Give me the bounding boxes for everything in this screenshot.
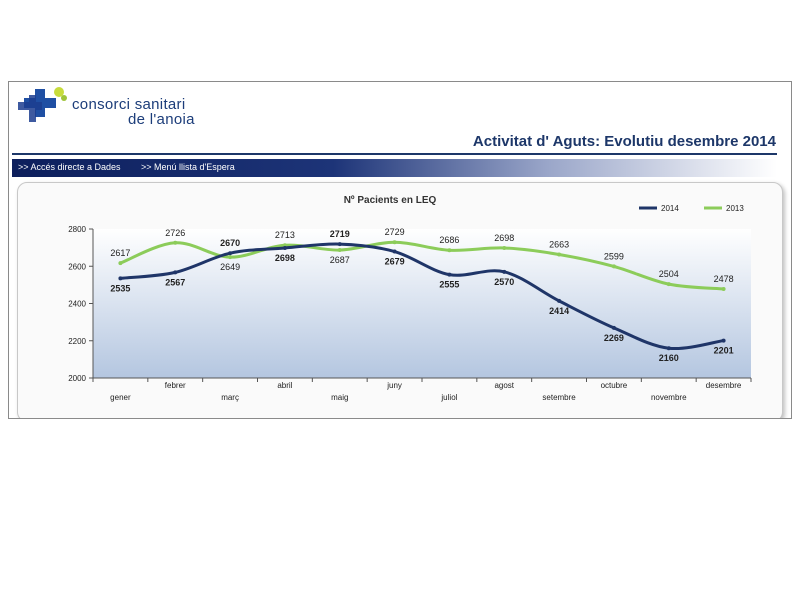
x-tick-label: juny: [386, 381, 402, 390]
data-label-2014: 2698: [275, 253, 295, 263]
data-label-2014: 2570: [494, 277, 514, 287]
data-point-2014: [228, 251, 233, 256]
data-point-2013: [282, 243, 287, 248]
data-label-2014: 2160: [659, 353, 679, 363]
legend-label-2014: 2014: [661, 204, 679, 213]
x-tick-label: febrer: [165, 381, 186, 390]
x-tick-label: gener: [110, 393, 131, 402]
chart-panel: Nº Pacients en LEQ 2014 2013 2000 2200 2400…: [17, 182, 783, 418]
data-point-2014: [337, 242, 342, 247]
data-point-2014: [118, 276, 123, 281]
x-tick-label: octubre: [601, 381, 628, 390]
x-tick-label: juliol: [440, 393, 457, 402]
x-tick-label: maig: [331, 393, 348, 402]
data-point-2013: [228, 255, 233, 260]
data-label-2013: 2649: [220, 262, 240, 272]
data-label-2013: 2726: [165, 228, 185, 238]
data-point-2014: [282, 245, 287, 250]
data-label-2014: 2670: [220, 238, 240, 248]
y-tick-label: 2200: [68, 337, 86, 346]
nav-link-llista-espera[interactable]: >> Menú llista d'Espera: [141, 162, 235, 172]
data-point-2013: [118, 261, 123, 266]
legend-label-2013: 2013: [726, 204, 744, 213]
y-tick-label: 2600: [68, 262, 86, 271]
plot-area: [93, 229, 751, 378]
report-frame: consorci sanitari de l'anoia Activitat d…: [8, 81, 792, 419]
data-point-2013: [666, 282, 671, 287]
x-tick-label: novembre: [651, 393, 687, 402]
data-label-2013: 2687: [330, 255, 350, 265]
data-point-2014: [447, 272, 452, 277]
data-point-2013: [611, 264, 616, 269]
data-label-2014: 2679: [385, 257, 405, 267]
series-line-2014: [120, 242, 724, 351]
data-label-2013: 2663: [549, 240, 569, 250]
data-point-2013: [392, 240, 397, 245]
axes: 2000 2200 2400 2600 2800 gener febrer març abril…: [68, 225, 752, 402]
data-label-2014: 2567: [165, 277, 185, 287]
data-point-2013: [502, 245, 507, 250]
data-label-2013: 2729: [385, 227, 405, 237]
data-point-2014: [502, 269, 507, 274]
data-point-2014: [721, 338, 726, 343]
x-tick-label: setembre: [542, 393, 576, 402]
x-tick-label: abril: [277, 381, 292, 390]
data-point-2014: [173, 270, 178, 275]
data-point-2013: [173, 240, 178, 245]
data-label-2013: 2478: [714, 274, 734, 284]
data-label-2013: 2686: [439, 235, 459, 245]
data-label-2014: 2555: [439, 280, 459, 290]
data-point-2013: [337, 248, 342, 253]
data-point-2014: [666, 346, 671, 351]
data-point-2013: [447, 248, 452, 253]
data-point-2013: [721, 286, 726, 291]
data-label-2013: 2698: [494, 233, 514, 243]
logo-line1: consorci sanitari: [72, 96, 186, 113]
title-divider: [12, 153, 777, 155]
series-line-2013: [119, 240, 724, 291]
line-chart: Nº Pacients en LEQ 2014 2013 2000 2200 2400…: [68, 195, 752, 402]
data-labels: 2535 2567 2670 2698 2719 2679 2555 2570 2414 2269…: [110, 227, 733, 363]
data-point-2014: [557, 298, 562, 303]
nav-link-acces-dades[interactable]: >> Accés directe a Dades: [18, 162, 121, 172]
x-tick-label: agost: [494, 381, 514, 390]
y-tick-label: 2000: [68, 374, 86, 383]
data-label-2013: 2713: [275, 230, 295, 240]
data-label-2014: 2269: [604, 333, 624, 343]
data-point-2014: [392, 249, 397, 254]
data-label-2013: 2617: [110, 248, 130, 258]
data-label-2014: 2535: [110, 283, 130, 293]
data-point-2013: [557, 252, 562, 257]
data-label-2014: 2719: [330, 229, 350, 239]
logo: consorci sanitari de l'anoia: [15, 86, 275, 130]
data-label-2014: 2414: [549, 306, 569, 316]
logo-line2: de l'anoia: [128, 111, 195, 128]
x-tick-label: desembre: [706, 381, 742, 390]
data-label-2013: 2504: [659, 269, 679, 279]
nav-bar: >> Accés directe a Dades >> Menú llista …: [12, 159, 777, 177]
page-title: Activitat d' Aguts: Evolutiu desembre 20…: [472, 133, 776, 150]
y-tick-label: 2800: [68, 225, 86, 234]
data-label-2014: 2201: [714, 346, 734, 356]
data-point-2014: [611, 325, 616, 330]
logo-text: consorci sanitari de l'anoia: [72, 97, 195, 127]
x-tick-label: març: [221, 393, 239, 402]
series-lines: [118, 240, 726, 351]
data-label-2013: 2599: [604, 251, 624, 261]
chart-title: Nº Pacients en LEQ: [344, 195, 437, 206]
logo-cross-icon: [18, 87, 67, 122]
chart-legend: 2014 2013: [639, 204, 744, 213]
y-tick-label: 2400: [68, 300, 86, 309]
